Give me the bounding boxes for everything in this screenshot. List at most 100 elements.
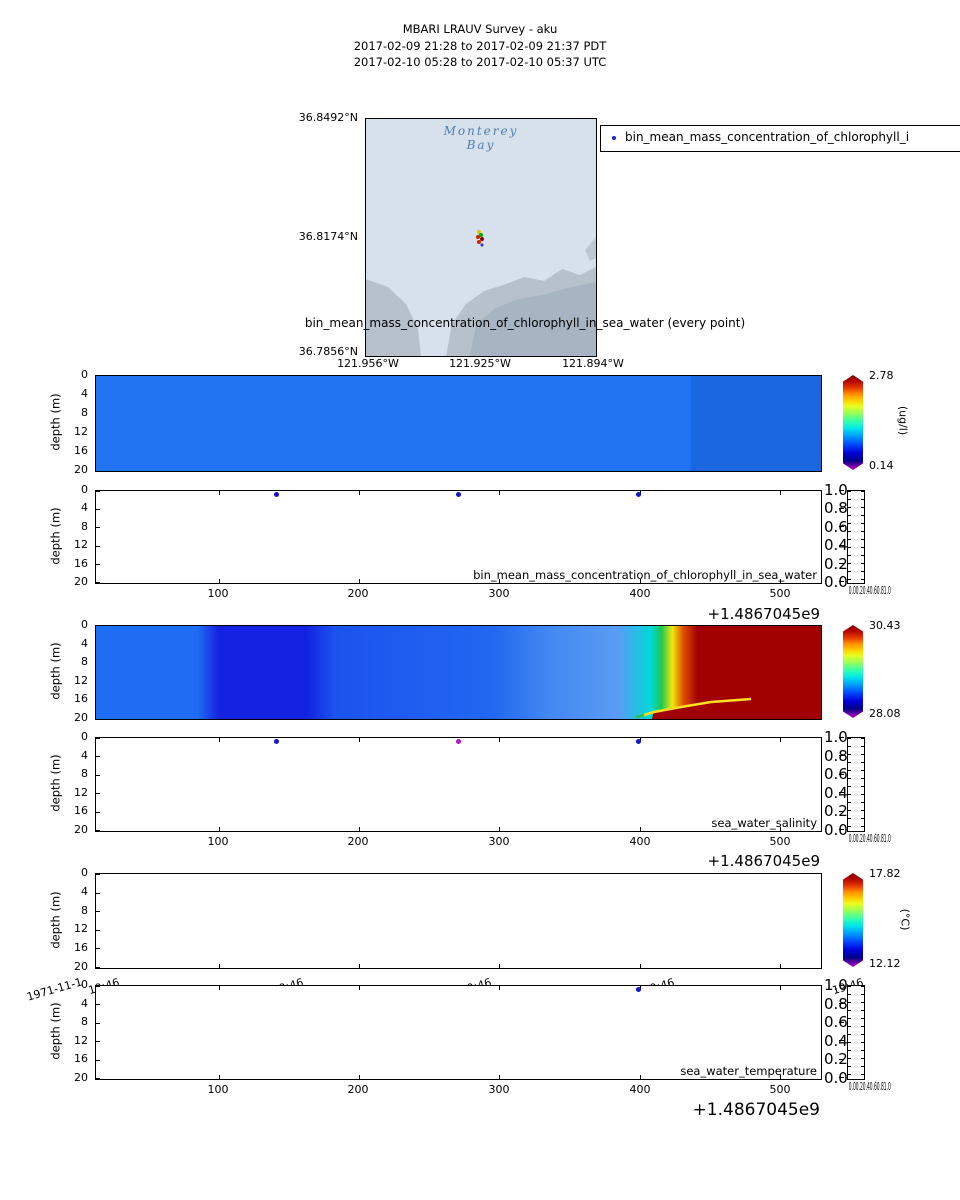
mini-axis-ticks <box>839 737 844 830</box>
y-tick-label: 4 <box>81 885 88 898</box>
right-axis-tick: 1.0 <box>824 728 848 746</box>
map-legend: bin_mean_mass_concentration_of_chlorophy… <box>600 125 960 152</box>
y-tick-label: 16 <box>74 941 88 954</box>
track-point-red2 <box>477 240 481 244</box>
y-axis-label: depth (m) <box>48 507 63 565</box>
y-tick-label: 12 <box>74 922 88 935</box>
y-tick-label: 8 <box>81 1015 88 1028</box>
y-tick-label: 12 <box>74 786 88 799</box>
map-lat-tick: 36.8174°N <box>298 230 358 243</box>
y-axis-label: depth (m) <box>48 891 63 949</box>
y-ticks-left <box>96 738 100 831</box>
x-tick-label: 500 <box>769 835 791 848</box>
x-ticks-top <box>96 986 821 990</box>
map-lat-tick: 36.8492°N <box>298 111 358 124</box>
y-tick-label: 4 <box>81 637 88 650</box>
y-tick-label: 12 <box>74 1034 88 1047</box>
panel-variable-label: sea_water_temperature <box>680 1064 817 1078</box>
track-point-yellow <box>477 230 481 234</box>
data-point <box>636 739 641 744</box>
x-tick-label: 400 <box>629 587 651 600</box>
colorbar-max-label: 30.43 <box>869 619 901 632</box>
right-axis-tick: 0.4 <box>824 536 848 554</box>
chlorophyll-scatter-panel: bin_mean_mass_concentration_of_chlorophy… <box>95 490 822 584</box>
map-lat-tick: 36.7856°N <box>298 345 358 358</box>
y-tick-label: 16 <box>74 804 88 817</box>
colorbar-max-label: 17.82 <box>869 867 901 880</box>
y-tick-label: 0 <box>81 483 88 496</box>
map-lon-tick: 121.925°W <box>449 357 511 370</box>
mini-colorbar-tick-labels: 0.00.20.40.60.81.0 <box>848 832 891 845</box>
track-point-green <box>479 233 483 237</box>
y-ticks-left <box>96 874 100 968</box>
right-axis-tick: 0.6 <box>824 518 848 536</box>
y-tick-label: 0 <box>81 618 88 631</box>
data-point <box>636 492 641 497</box>
mini-colorbar <box>847 737 865 832</box>
y-tick-label: 16 <box>74 444 88 457</box>
salinity-bottom-front <box>635 696 821 719</box>
mini-colorbar-ticks-left <box>848 491 851 583</box>
right-axis-tick: 0.2 <box>824 802 848 820</box>
panel-variable-label: sea_water_salinity <box>711 816 817 830</box>
y-tick-label: 20 <box>74 711 88 724</box>
vehicle-track <box>476 230 484 247</box>
map-place-name-line1: Monterey <box>443 124 519 138</box>
temperature-section-panel <box>95 873 822 969</box>
right-axis-tick: 0.2 <box>824 555 848 573</box>
x-ticks-bottom <box>96 1075 821 1079</box>
mini-colorbar-ticks-left <box>848 738 851 831</box>
y-axis-label: depth (m) <box>48 1002 63 1060</box>
x-ticks-bottom <box>96 964 821 968</box>
y-tick-label: 8 <box>81 520 88 533</box>
right-axis-tick: 0.0 <box>824 573 848 591</box>
data-point <box>456 492 461 497</box>
y-tick-label: 0 <box>81 730 88 743</box>
section-header: bin_mean_mass_concentration_of_chlorophy… <box>304 316 746 330</box>
mini-colorbar-ticks-right <box>861 986 864 1079</box>
y-tick-label: 0 <box>81 978 88 991</box>
x-axis-offset-label: +1.4867045e9 <box>692 1100 820 1120</box>
mini-colorbar-tick-labels: 0.00.20.40.60.81.0 <box>848 584 891 597</box>
y-tick-label: 4 <box>81 749 88 762</box>
figure-subtitle-utc: 2017-02-10 05:28 to 2017-02-10 05:37 UTC <box>353 55 607 69</box>
x-axis-offset-label: +1.4867045e9 <box>707 605 820 623</box>
colorbar-unit-label: (ug/l) <box>896 405 910 436</box>
y-tick-label: 0 <box>81 368 88 381</box>
x-tick-label: 200 <box>347 587 369 600</box>
x-tick-label: 200 <box>347 1083 369 1096</box>
right-axis-tick: 0.0 <box>824 821 848 839</box>
map-bathymetry <box>366 230 596 356</box>
y-tick-label: 4 <box>81 997 88 1010</box>
y-axis-label: depth (m) <box>48 393 63 451</box>
temperature-colorbar <box>843 873 863 967</box>
y-axis-label: depth (m) <box>48 642 63 700</box>
y-tick-label: 20 <box>74 463 88 476</box>
data-point <box>274 492 279 497</box>
right-axis-tick: 0.8 <box>824 747 848 765</box>
x-tick-label: 100 <box>207 1083 229 1096</box>
right-axis-tick: 0.6 <box>824 1013 848 1031</box>
x-tick-label: 400 <box>629 1083 651 1096</box>
y-ticks-left <box>96 491 100 583</box>
y-tick-label: 12 <box>74 538 88 551</box>
y-tick-label: 20 <box>74 1071 88 1084</box>
mini-axis-ticks <box>839 985 844 1078</box>
salinity-front-yellow-edge <box>643 697 752 717</box>
chlorophyll-colorbar <box>843 375 863 470</box>
right-axis-tick: 0.4 <box>824 784 848 802</box>
panel-variable-label: bin_mean_mass_concentration_of_chlorophy… <box>473 568 817 582</box>
right-axis-tick: 0.8 <box>824 499 848 517</box>
x-tick-label: 500 <box>769 1083 791 1096</box>
temperature-scatter-panel: sea_water_temperature <box>95 985 822 1080</box>
map-deep-shading <box>470 282 596 356</box>
figure-subtitle-pdt: 2017-02-09 21:28 to 2017-02-09 21:37 PDT <box>353 39 607 53</box>
map-place-name-line2: Bay <box>466 138 496 152</box>
track-point-blue <box>480 243 484 247</box>
x-ticks-bottom <box>96 827 821 831</box>
map-shelf-east-notch <box>585 237 596 261</box>
y-tick-label: 20 <box>74 575 88 588</box>
colorbar-min-label: 12.12 <box>869 957 901 970</box>
figure-title: MBARI LRAUV Survey - aku <box>402 22 558 36</box>
